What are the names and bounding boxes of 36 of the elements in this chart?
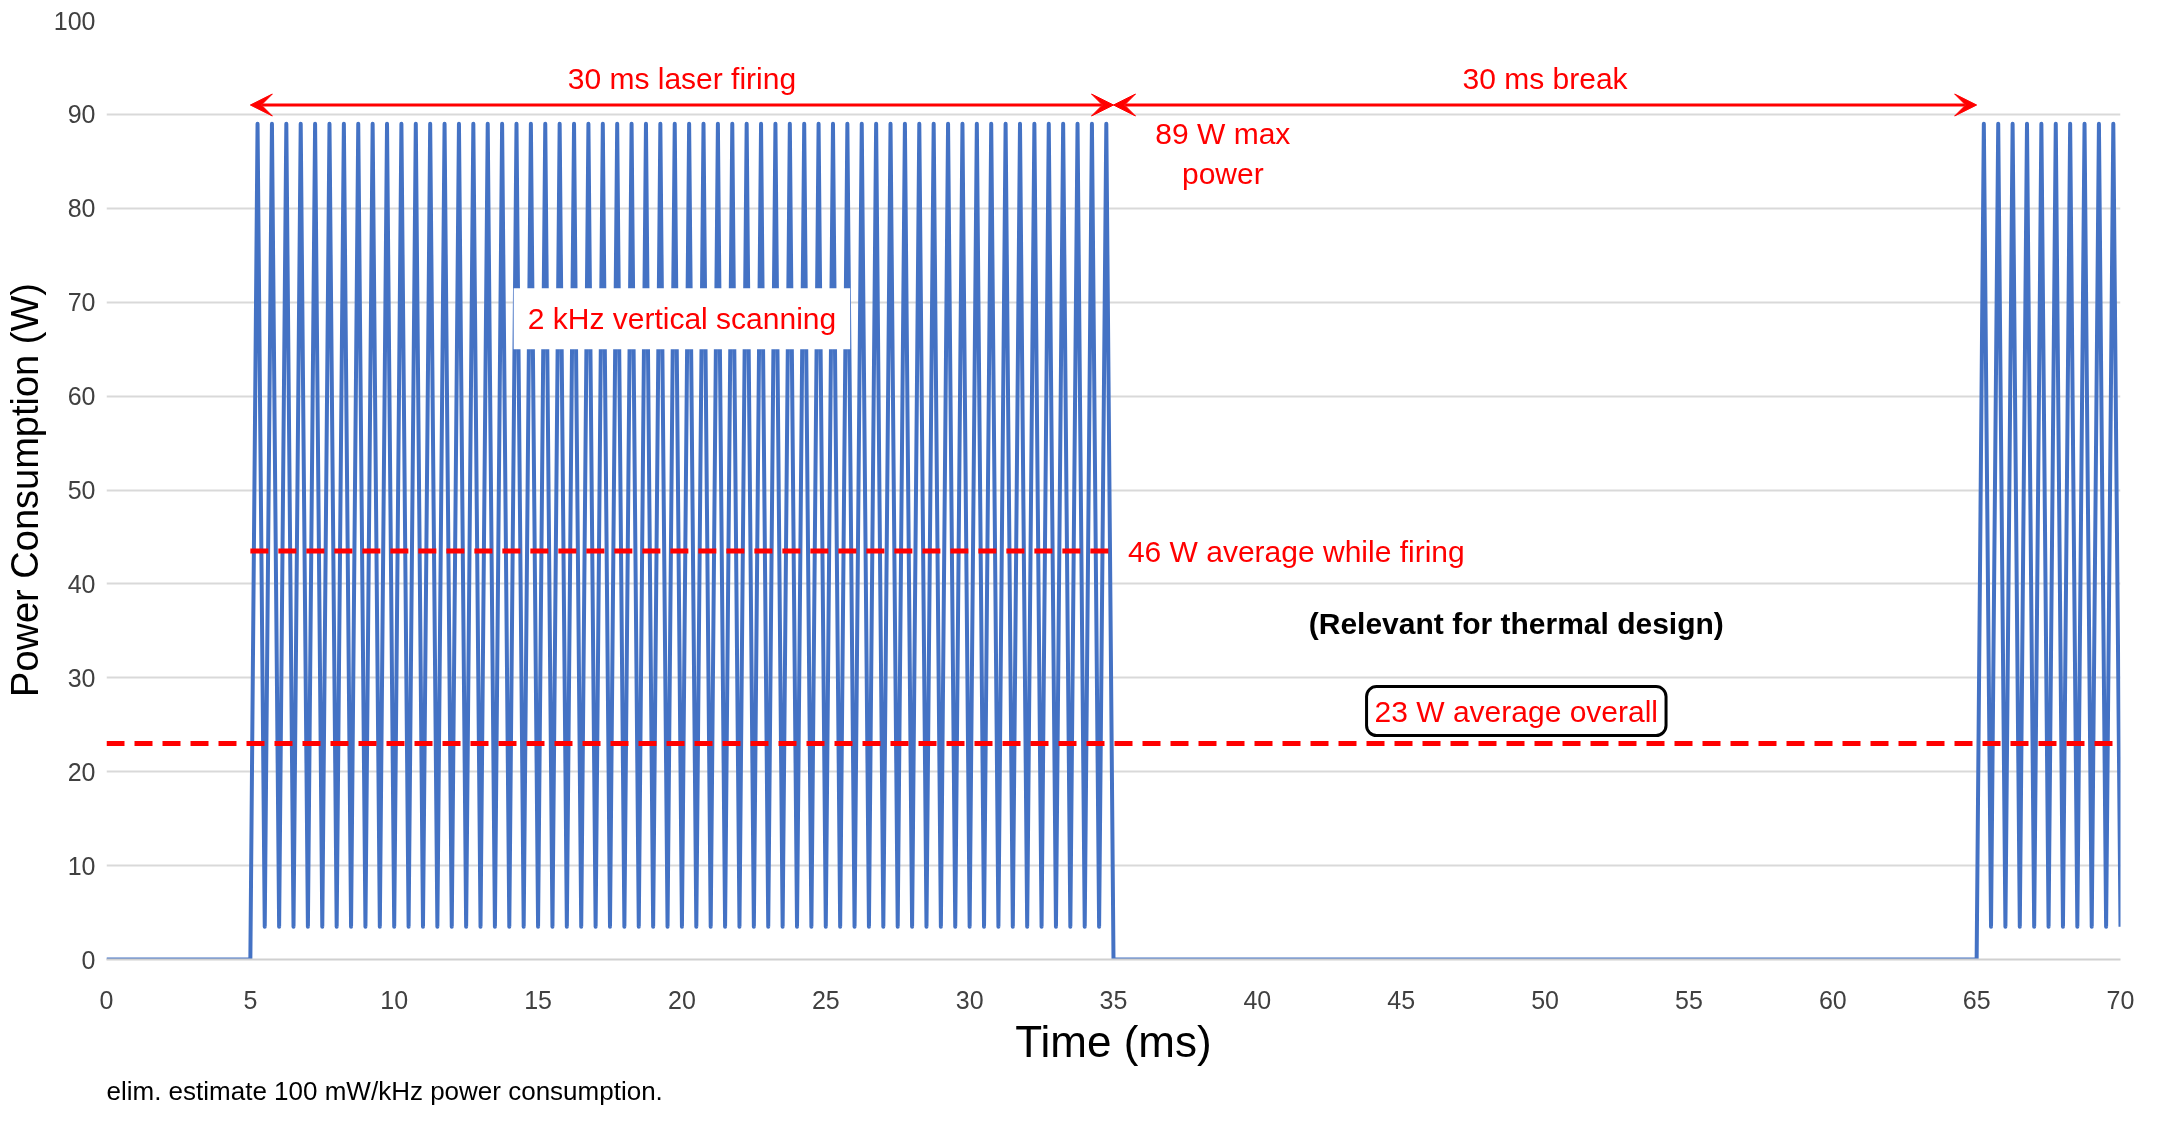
x-tick-label: 60 [1818,985,1847,1014]
x-tick-label: 45 [1387,985,1416,1014]
x-tick-label: 5 [243,985,258,1014]
annotation: 2 kHz vertical scanning [527,302,837,336]
x-tick-label: 35 [1099,985,1128,1014]
x-tick-label: 15 [524,985,552,1014]
x-tick-label: 20 [668,985,696,1014]
x-tick-label: 65 [1962,985,1991,1014]
y-tick-label: 30 [67,663,96,692]
x-tick-label: 50 [1531,985,1559,1014]
y-tick-label: 40 [67,569,96,598]
annotation: 30 ms break [1462,62,1629,96]
x-tick-label: 70 [2106,985,2135,1014]
annotation: 46 W average while firing [1127,534,1465,568]
y-tick-label: 90 [67,100,96,129]
y-tick-label: 20 [67,757,96,786]
x-axis-title: Time (ms) [1015,1016,1212,1066]
y-tick-label: 70 [67,288,96,317]
x-tick-label: 30 [955,985,984,1014]
ref-line-label: 23 W average overall [1374,694,1659,728]
y-tick-label: 80 [67,194,96,223]
x-tick-label: 0 [99,985,114,1014]
annotation: 89 W max power [1155,116,1291,190]
x-tick-label: 25 [811,985,840,1014]
annotation: (Relevant for thermal design) [1308,607,1724,641]
y-tick-label: 60 [67,382,96,411]
annotation: 30 ms laser firing [567,62,797,96]
x-tick-label: 10 [380,985,409,1014]
y-tick-label: 100 [53,6,96,35]
x-tick-label: 55 [1675,985,1703,1014]
y-tick-label: 0 [81,945,96,974]
y-axis-title: Power Consumption (W) [3,283,46,697]
text: elim. estimate 100 mW/kHz power consumption. [106,1075,663,1106]
x-tick-label: 40 [1243,985,1272,1014]
y-tick-label: 50 [67,476,96,504]
y-tick-label: 10 [67,851,96,880]
